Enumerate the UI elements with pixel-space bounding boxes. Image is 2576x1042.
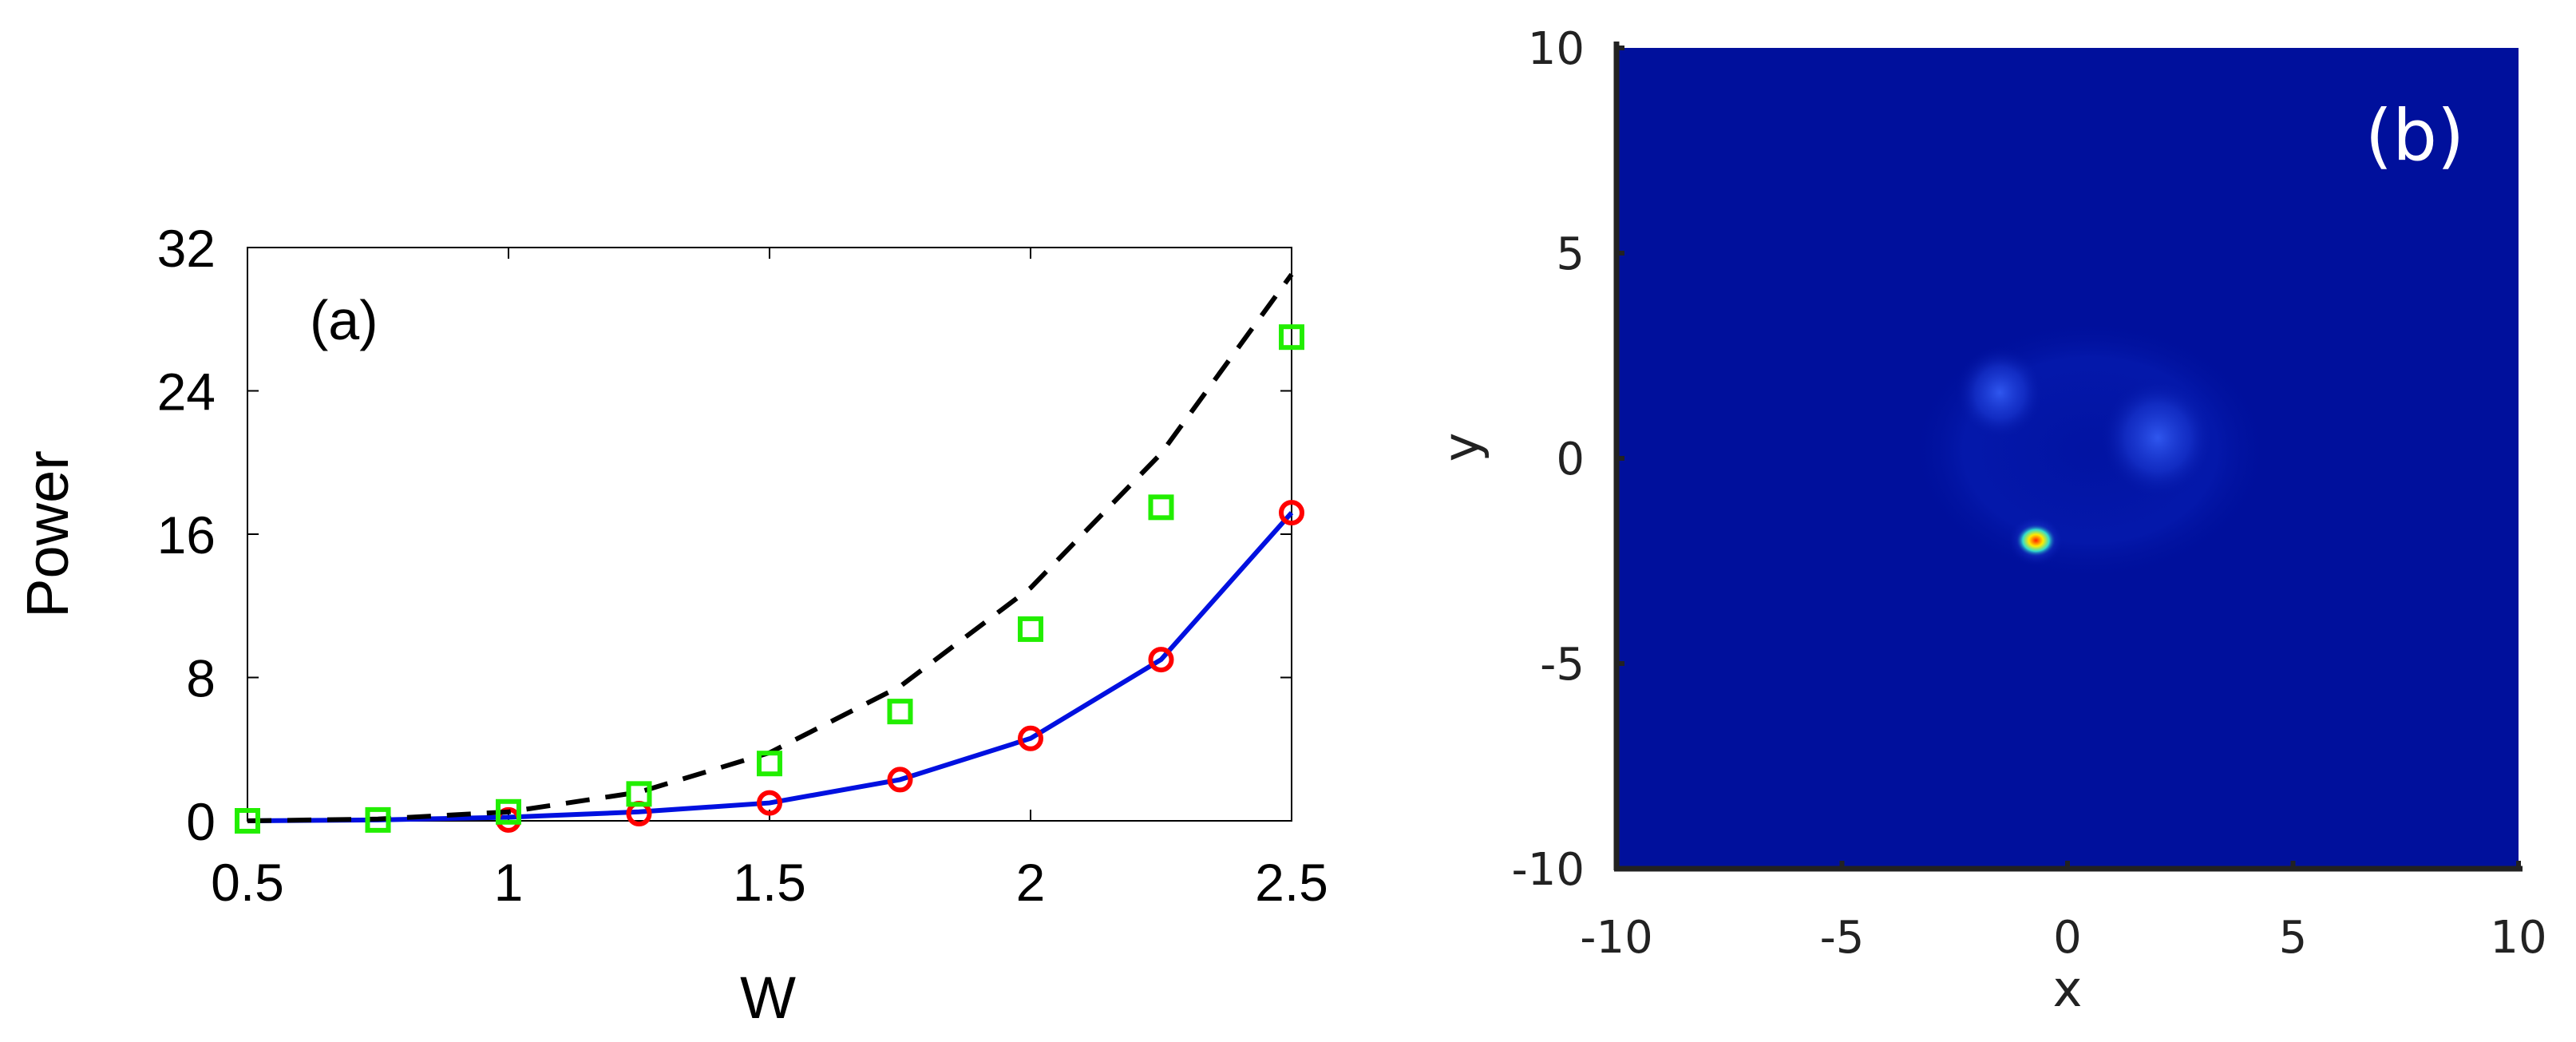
ticks-b	[1614, 46, 2521, 871]
square-marker	[887, 699, 913, 725]
x-tick-label-a: 2	[1016, 853, 1046, 912]
panel-label-a: (a)	[310, 289, 378, 351]
y-tick-label-b: 10	[1528, 23, 1585, 75]
y-tick-label-a: 32	[157, 219, 216, 278]
y-tick-label-b: -10	[1512, 844, 1585, 896]
x-tick-label-a: 0.5	[211, 853, 284, 912]
panel-label-b: (b)	[2365, 94, 2465, 176]
heatmap-features	[1909, 319, 2271, 582]
plot-area-a	[247, 247, 1292, 822]
square-marker	[365, 806, 391, 833]
x-tick-labels-a: 0.5 1 1.5 2 2.5	[211, 853, 1328, 912]
series-a	[235, 272, 1304, 834]
square-marker	[626, 781, 652, 807]
circle-marker	[1018, 725, 1043, 751]
x-tick-label-b: -5	[1820, 912, 1865, 964]
circle-marker	[757, 790, 782, 816]
x-tick-label-a: 1.5	[733, 853, 806, 912]
y-tick-labels-b: -10 -5 0 5 10	[1512, 23, 1585, 896]
intensity-blob	[2099, 376, 2217, 500]
square-marker	[757, 751, 782, 777]
y-axis-label-b: y	[1432, 433, 1490, 462]
square-marker	[235, 808, 260, 834]
circle-marker	[1148, 647, 1174, 673]
x-axis-label-a: W	[740, 965, 796, 1031]
y-tick-label-b: 0	[1556, 434, 1585, 485]
x-axis-label-b: x	[2053, 960, 2083, 1018]
circle-marker	[1279, 500, 1304, 526]
circle-marker	[887, 767, 913, 793]
y-tick-label-a: 8	[186, 649, 216, 708]
x-tick-labels-b: -10 -5 0 5 10	[1580, 912, 2546, 964]
x-tick-label-a: 2.5	[1255, 853, 1328, 912]
square-marker	[496, 798, 521, 825]
square-marker	[1018, 616, 1043, 642]
x-tick-label-b: 5	[2279, 912, 2308, 964]
square-marker	[1148, 494, 1174, 521]
y-tick-label-b: -5	[1540, 639, 1585, 691]
y-tick-labels-a: 0 8 16 24 32	[157, 219, 216, 851]
y-tick-label-a: 0	[186, 792, 216, 851]
x-tick-label-b: 0	[2053, 912, 2082, 964]
x-tick-label-b: 10	[2490, 912, 2546, 964]
y-tick-label-a: 24	[157, 363, 216, 422]
square-marker	[1279, 324, 1304, 351]
hot-spot	[2016, 523, 2056, 557]
ring-halo	[1909, 319, 2271, 582]
x-tick-label-a: 1	[494, 853, 524, 912]
y-tick-label-a: 16	[157, 505, 216, 565]
intensity-blob	[1954, 345, 2045, 440]
panel-a: 0.5 1 1.5 2 2.5 0 8 16 24 32 (a) W Power	[14, 219, 1328, 1031]
y-axis-label-a: Power	[14, 450, 81, 618]
x-tick-label-b: -10	[1580, 912, 1652, 964]
y-tick-label-b: 5	[1556, 228, 1585, 280]
panel-b: -10 -5 0 5 10 -10 -5 0 5 10 (b) x y	[1432, 23, 2547, 1018]
